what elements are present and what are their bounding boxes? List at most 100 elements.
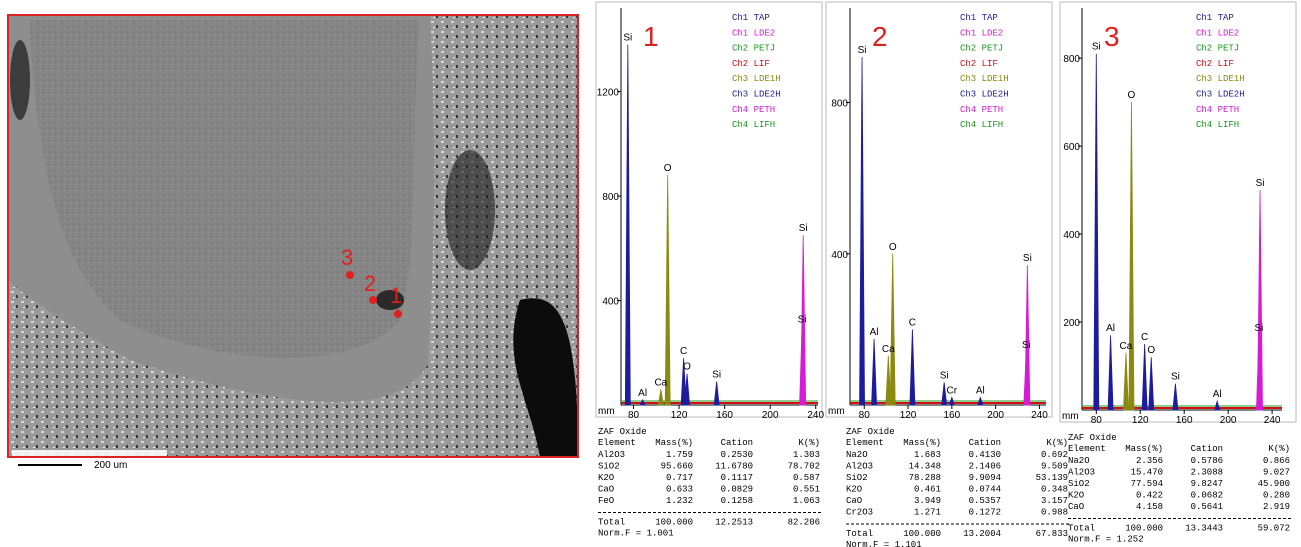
peak-label: Si [799, 223, 808, 234]
peak-label: Cr [947, 385, 958, 396]
x-tick-label: 240 [1031, 410, 1048, 421]
peak [886, 356, 891, 405]
x-tick-label: 240 [807, 410, 824, 421]
legend-entry: Ch3 LDE2H [732, 90, 781, 100]
table-cell: K(%) [1268, 444, 1290, 454]
x-tick-label: 120 [671, 410, 688, 421]
legend-entry: Ch4 PETH [732, 105, 775, 115]
legend-entry: Ch2 PETJ [732, 44, 775, 54]
peak [714, 381, 719, 405]
table-cell: CaO [846, 496, 862, 506]
point-label: 3 [341, 245, 353, 270]
table-cell: Element [598, 438, 636, 448]
table-cell: 45.900 [1258, 479, 1290, 489]
table-cell: Cr2O3 [846, 508, 873, 518]
table-cell: 2.919 [1263, 502, 1290, 512]
table-cell: 1.759 [666, 450, 693, 460]
table-cell: CaO [598, 485, 614, 495]
table-cell: 59.072 [1258, 524, 1290, 534]
table-cell: 95.660 [661, 462, 693, 472]
table-cell: 9.9094 [969, 473, 1001, 483]
table-cell: 9.509 [1041, 462, 1068, 472]
y-tick-label: 800 [831, 99, 848, 110]
legend-entry: Ch3 LDE2H [1196, 90, 1245, 100]
peak-label: Si [1254, 323, 1263, 334]
spectrum-number: 2 [872, 21, 888, 52]
legend-entry: Ch1 TAP [960, 13, 998, 23]
peak-label: Si [1092, 42, 1101, 53]
table-cell: 4.158 [1136, 502, 1163, 512]
table-cell: 14.348 [909, 462, 941, 472]
spectrum-number: 1 [643, 21, 659, 52]
table-cell: 0.633 [666, 485, 693, 495]
table-cell: 0.866 [1263, 456, 1290, 466]
legend-entry: Ch2 PETJ [960, 44, 1003, 54]
point-label: 1 [390, 283, 402, 308]
peak-label: Si [1171, 372, 1180, 383]
table-cell: SiO2 [1068, 479, 1090, 489]
table-cell: 78.702 [788, 462, 820, 472]
x-tick-label: 120 [1132, 415, 1149, 426]
table-title: ZAF Oxide [1068, 433, 1117, 443]
y-tick-label: 400 [1063, 230, 1080, 241]
spectrum-number: 3 [1104, 21, 1120, 52]
table-cell: 0.5641 [1191, 502, 1223, 512]
table-cell: 1.232 [666, 496, 693, 506]
peak [1108, 335, 1113, 410]
table-cell: 0.0829 [721, 485, 753, 495]
peak-label: Si [623, 33, 632, 44]
peak-label: O [889, 242, 897, 253]
table-cell: 3.949 [914, 496, 941, 506]
legend-entry: Ch4 LIFH [1196, 120, 1239, 130]
peak-label: Al [976, 385, 985, 396]
table-cell: 100.000 [1125, 524, 1163, 534]
table-cell: K(%) [1046, 438, 1068, 448]
y-tick-label: 200 [1063, 318, 1080, 329]
legend-entry: Ch1 TAP [1196, 13, 1234, 23]
peak-label: Si [1256, 178, 1265, 189]
legend-entry: Ch3 LDE1H [732, 74, 781, 84]
peak-label: Si [858, 45, 867, 56]
table-cell: 1.303 [793, 450, 820, 460]
table-cell: 0.0682 [1191, 491, 1223, 501]
table-cell: SiO2 [598, 462, 620, 472]
x-tick-label: 240 [1264, 415, 1281, 426]
table-cell: 0.1272 [969, 508, 1001, 518]
table-cell: 100.000 [655, 518, 693, 528]
point-marker [394, 310, 402, 318]
table-cell: Cation [721, 438, 753, 448]
x-tick-label: 160 [943, 410, 960, 421]
peak [872, 339, 877, 405]
table-cell: 11.6780 [715, 462, 753, 472]
table-cell: 82.206 [788, 518, 820, 528]
peak-label: Al [1106, 323, 1115, 334]
point-marker [346, 271, 354, 279]
table-cell: 0.1117 [721, 473, 753, 483]
legend-entry: Ch4 LIFH [960, 120, 1003, 130]
table-cell: 9.8247 [1191, 479, 1223, 489]
point-marker [369, 296, 377, 304]
table-cell: 0.692 [1041, 450, 1068, 460]
table-cell: 1.063 [793, 496, 820, 506]
legend-entry: Ch2 LIF [960, 59, 998, 69]
table-cell: 0.587 [793, 473, 820, 483]
table-cell: 13.2004 [963, 529, 1001, 539]
peak-label: Ca [1120, 341, 1133, 352]
table-cell: 0.5357 [969, 496, 1001, 506]
table-cell: 77.594 [1131, 479, 1163, 489]
peak-label: Al [638, 388, 647, 399]
table-cell: Mass(%) [1125, 444, 1163, 454]
peak-label: Si [798, 315, 807, 326]
legend-entry: Ch1 LDE2 [960, 28, 1003, 38]
peak-label: O [1128, 90, 1136, 101]
table-cell: FeO [598, 496, 614, 506]
x-tick-label: 160 [716, 410, 733, 421]
legend-entry: Ch3 LDE2H [960, 90, 1009, 100]
table-norm: Norm.F = 1.252 [1068, 535, 1144, 545]
x-tick-label: 80 [628, 410, 640, 421]
peak [1123, 353, 1128, 410]
table-cell: K(%) [798, 438, 820, 448]
table-cell: 0.461 [914, 485, 941, 495]
table-cell: Na2O [1068, 456, 1090, 466]
table-cell: Cation [1191, 444, 1223, 454]
